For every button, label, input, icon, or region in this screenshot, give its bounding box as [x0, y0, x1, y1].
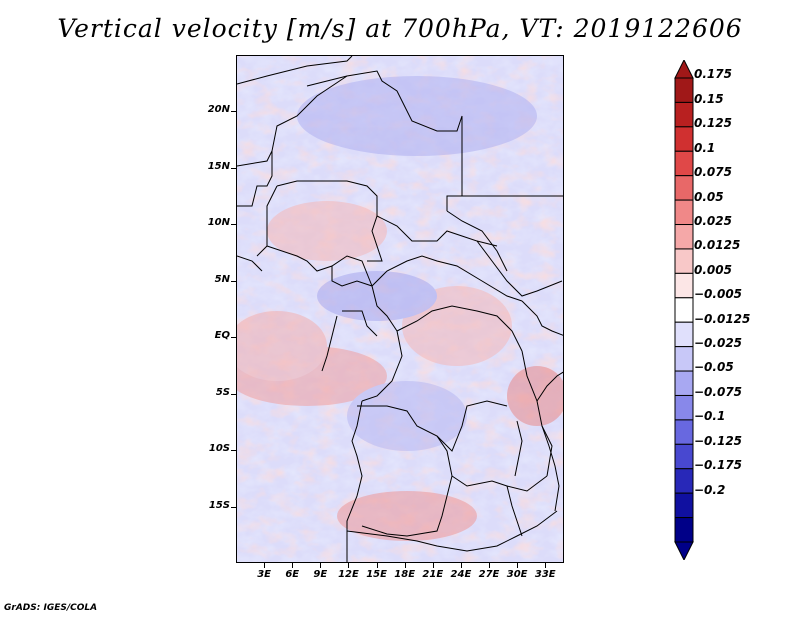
- colorbar-label: 0.1: [694, 140, 716, 155]
- colorbar-label: 0.005: [694, 262, 732, 277]
- lat-tick: [231, 111, 236, 113]
- lat-label-10s: 10S: [208, 443, 230, 455]
- lon-label-18e: 18E: [394, 569, 416, 580]
- negative-zone-north: [297, 76, 537, 156]
- lon-tick: [320, 563, 322, 568]
- colorbar-label: −0.05: [694, 360, 734, 375]
- colorbar-swatch: [674, 150, 694, 177]
- lon-label-27e: 27E: [478, 569, 500, 580]
- lon-tick: [432, 563, 434, 568]
- colorbar-swatch: [674, 517, 694, 543]
- lat-tick: [231, 280, 236, 282]
- lat-label-5s: 5S: [215, 386, 230, 398]
- negative-zone-congo: [347, 381, 467, 451]
- lat-label-20n: 20N: [207, 104, 230, 116]
- lon-tick: [264, 563, 266, 568]
- colorbar-swatch: [674, 468, 694, 494]
- colorbar-swatch: [674, 297, 694, 323]
- lat-tick: [231, 393, 236, 395]
- colorbar-swatch: [674, 224, 694, 250]
- lon-label-24e: 24E: [450, 569, 472, 580]
- map-panel: [236, 55, 564, 563]
- lon-tick: [292, 563, 294, 568]
- lon-label-21e: 21E: [422, 569, 444, 580]
- lon-label-6e: 6E: [285, 569, 300, 580]
- lon-label-30e: 30E: [506, 569, 528, 580]
- lat-tick: [231, 506, 236, 508]
- negative-zone-sahel: [317, 271, 437, 321]
- lon-tick: [460, 563, 462, 568]
- colorbar-swatches: [674, 60, 694, 560]
- colorbar-label: −0.025: [694, 336, 743, 351]
- lon-label-15e: 15E: [366, 569, 387, 580]
- colorbar-swatch: [674, 419, 694, 445]
- colorbar-label: 0.125: [694, 116, 732, 131]
- colorbar-label: −0.1: [694, 409, 726, 424]
- lon-tick: [348, 563, 350, 568]
- lon-label-33e: 33E: [534, 569, 556, 580]
- positive-zone-west: [237, 311, 327, 381]
- lon-tick: [489, 563, 491, 568]
- colorbar-swatch: [674, 321, 694, 348]
- country-borders: [237, 56, 563, 562]
- lon-tick: [545, 563, 547, 568]
- lat-label-5n: 5N: [214, 273, 230, 285]
- colorbar-swatch: [674, 77, 694, 103]
- colorbar-swatch: [674, 199, 694, 226]
- lat-tick: [231, 167, 236, 169]
- lon-tick: [517, 563, 519, 568]
- colorbar-swatch: [674, 370, 694, 396]
- lat-label-15s: 15S: [208, 499, 230, 511]
- colorbar-swatch: [674, 101, 694, 128]
- lat-label-10n: 10N: [207, 217, 230, 229]
- colorbar: 0.175 0.15 0.125 0.1 0.075 0.05 0.025 0.0125 0.0…: [672, 60, 800, 560]
- colorbar-label: −0.125: [694, 433, 743, 448]
- colorbar-swatch: [674, 248, 694, 274]
- colorbar-label: 0.175: [694, 67, 732, 82]
- velocity-field: [237, 56, 563, 562]
- lon-label-3e: 3E: [257, 569, 271, 580]
- lon-tick: [404, 563, 406, 568]
- colorbar-label: −0.0125: [694, 311, 751, 326]
- colorbar-swatch: [674, 126, 694, 152]
- colorbar-label: −0.175: [694, 458, 743, 473]
- colorbar-swatch: [674, 394, 694, 421]
- colorbar-min-arrow: [674, 541, 694, 560]
- colorbar-label: 0.025: [694, 213, 732, 228]
- lon-label-9e: 9E: [313, 569, 328, 580]
- colorbar-swatch: [674, 272, 694, 299]
- colorbar-label: −0.005: [694, 287, 743, 302]
- colorbar-max-arrow: [674, 60, 694, 79]
- colorbar-swatch: [674, 492, 694, 519]
- lon-label-12e: 12E: [338, 569, 359, 580]
- colorbar-label: −0.075: [694, 384, 743, 399]
- colorbar-label: 0.05: [694, 189, 724, 204]
- positive-zone-nigeria: [267, 201, 387, 261]
- lat-tick: [231, 224, 236, 226]
- colorbar-label: 0.0125: [694, 238, 741, 253]
- colorbar-swatch: [674, 175, 694, 201]
- colorbar-label: 0.15: [694, 91, 724, 106]
- lat-label-eq: EQ: [214, 330, 230, 342]
- colorbar-swatch: [674, 346, 694, 372]
- colorbar-label: 0.075: [694, 165, 732, 180]
- positive-zone-south: [337, 491, 477, 541]
- lon-tick: [376, 563, 378, 568]
- field-tints: [237, 76, 563, 541]
- lat-label-15n: 15N: [207, 160, 230, 172]
- colorbar-swatch: [674, 443, 694, 470]
- colorbar-label: −0.2: [694, 482, 726, 497]
- lat-tick: [231, 337, 236, 339]
- lat-tick: [231, 450, 236, 452]
- chart-title: Vertical velocity [m/s] at 700hPa, VT: 2…: [57, 14, 743, 43]
- footer-credit: GrADS: IGES/COLA: [4, 603, 98, 613]
